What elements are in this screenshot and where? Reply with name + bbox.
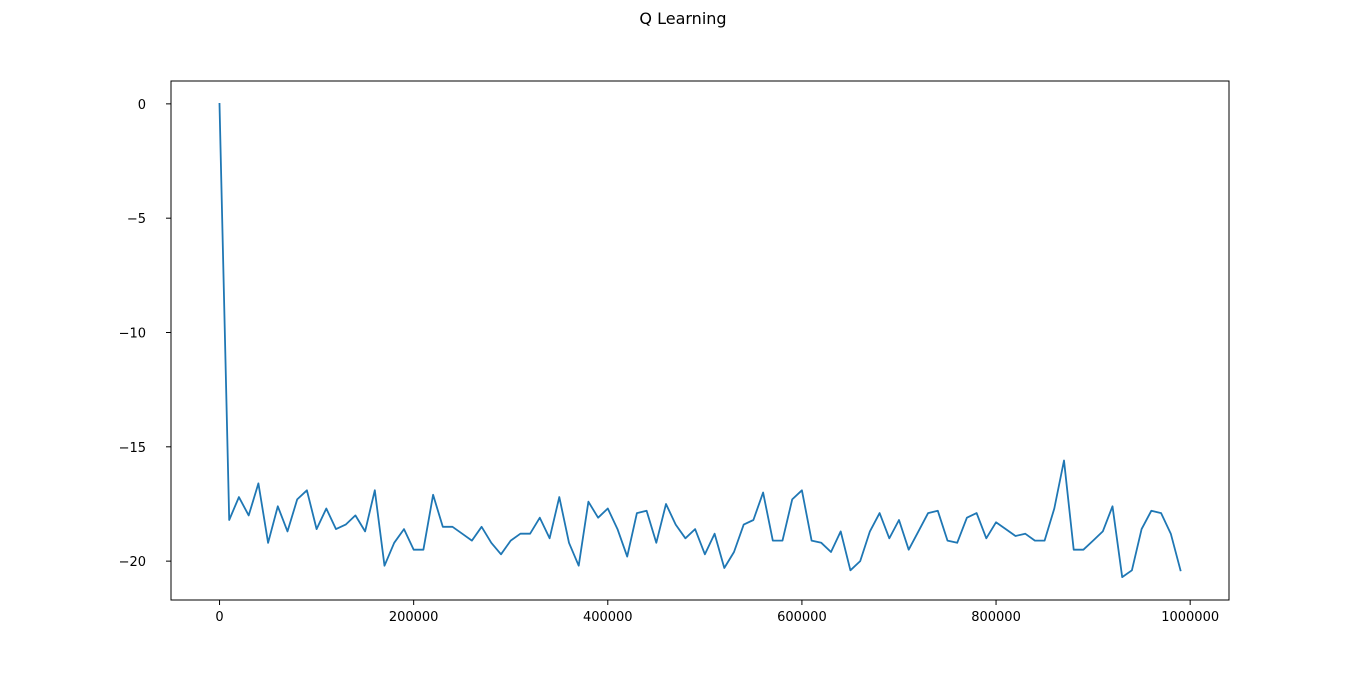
x-axis: 0 200000 400000 600000 800000 1000000 — [215, 600, 1219, 625]
chart-title: Q Learning — [639, 9, 726, 28]
y-tick-label: 0 — [138, 98, 146, 113]
x-tick-label: 1000000 — [1161, 610, 1219, 625]
x-tick-label: 0 — [215, 610, 223, 625]
y-axis: 0 −5 −10 −15 −20 — [119, 98, 171, 570]
y-tick-label: −5 — [127, 212, 146, 227]
x-tick-label: 200000 — [389, 610, 439, 625]
x-tick-label: 800000 — [971, 610, 1021, 625]
plot-area-frame — [170, 80, 1230, 601]
x-tick-label: 400000 — [583, 610, 633, 625]
y-tick-label: −15 — [119, 441, 146, 456]
series-line-0 — [218, 102, 1182, 578]
series-lines — [218, 102, 1182, 578]
y-tick-label: −10 — [119, 326, 146, 341]
y-tick-label: −20 — [119, 555, 146, 570]
x-tick-label: 600000 — [777, 610, 827, 625]
